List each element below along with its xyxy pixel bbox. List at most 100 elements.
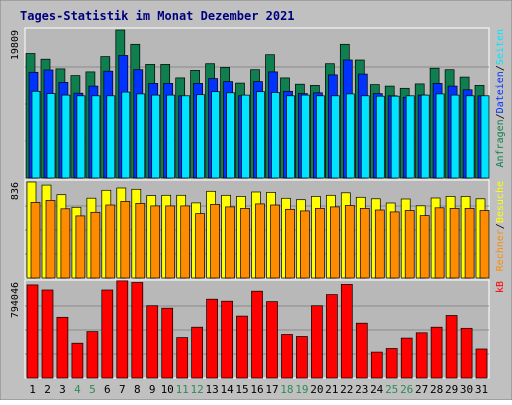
x-label-day-5: 5 xyxy=(89,383,96,396)
bar-seiten-3 xyxy=(61,94,71,179)
x-label-day-29: 29 xyxy=(445,383,458,396)
bar-seiten-10 xyxy=(166,94,176,179)
bar-rechner-23 xyxy=(359,208,370,279)
legend-anfragen: Anfragen xyxy=(495,119,506,167)
bar-kb-29 xyxy=(445,315,458,379)
bar-rechner-14 xyxy=(225,206,235,279)
bar-seiten-25 xyxy=(390,95,400,179)
x-label-day-8: 8 xyxy=(134,383,141,396)
x-label-day-25: 25 xyxy=(385,383,398,396)
bar-rechner-7 xyxy=(120,201,131,279)
bar-kb-8 xyxy=(131,282,144,379)
bar-seiten-31 xyxy=(480,95,490,179)
bar-rechner-30 xyxy=(464,208,475,279)
legend-seiten: Seiten xyxy=(495,29,506,65)
x-label-day-18: 18 xyxy=(280,383,293,396)
x-label-day-22: 22 xyxy=(340,383,353,396)
legend-rechner: Rechner xyxy=(495,229,506,271)
x-label-day-23: 23 xyxy=(355,383,368,396)
legend-separator: / xyxy=(495,113,506,119)
bar-seiten-24 xyxy=(375,95,385,179)
series-kb xyxy=(26,280,488,379)
bar-seiten-20 xyxy=(316,95,325,179)
bar-rechner-3 xyxy=(60,208,71,279)
bar-kb-4 xyxy=(71,342,84,379)
x-label-day-9: 9 xyxy=(149,383,156,396)
x-label-day-13: 13 xyxy=(205,383,218,396)
x-label-day-4: 4 xyxy=(74,383,81,396)
x-label-day-1: 1 xyxy=(29,383,36,396)
bar-seiten-6 xyxy=(106,95,116,179)
bar-kb-11 xyxy=(176,337,189,379)
x-label-day-10: 10 xyxy=(161,383,174,396)
x-label-day-7: 7 xyxy=(119,383,126,396)
bar-seiten-30 xyxy=(465,95,475,179)
legend-kb: kB xyxy=(495,281,506,293)
bar-kb-18 xyxy=(281,334,293,379)
x-label-day-30: 30 xyxy=(460,383,473,396)
bar-seiten-11 xyxy=(181,95,191,179)
bar-rechner-29 xyxy=(449,208,460,279)
x-label-day-6: 6 xyxy=(104,383,111,396)
x-label-day-21: 21 xyxy=(325,383,338,396)
bar-kb-1 xyxy=(26,284,39,379)
bar-rechner-18 xyxy=(285,208,295,279)
bar-seiten-13 xyxy=(211,91,220,179)
bar-rechner-4 xyxy=(75,215,86,279)
bar-kb-2 xyxy=(41,289,54,379)
y-max-label: 836 xyxy=(10,182,21,200)
legend: Anfragen/Dateien/Seiten xyxy=(495,29,506,168)
x-label-day-31: 31 xyxy=(475,383,488,396)
x-label-day-26: 26 xyxy=(400,383,413,396)
bar-kb-23 xyxy=(355,322,368,379)
x-axis-labels: 1 2 3 4 5 6 7 8 9 10 11 12 13 14 15 16 17 18 19 20 21 22 23 24 2… xyxy=(29,383,488,396)
bar-rechner-19 xyxy=(300,210,310,279)
bar-rechner-25 xyxy=(389,211,400,279)
bar-seiten-28 xyxy=(435,93,445,179)
bar-rechner-17 xyxy=(270,204,280,279)
bar-rechner-28 xyxy=(434,207,445,279)
bar-seiten-7 xyxy=(121,91,131,179)
x-label-day-17: 17 xyxy=(265,383,278,396)
panel-2: 836 Rechner/Besuche xyxy=(10,179,506,279)
chart-title: Tages-Statistik im Monat Dezember 2021 xyxy=(20,9,295,23)
bar-rechner-26 xyxy=(404,210,415,279)
x-label-day-28: 28 xyxy=(430,383,443,396)
panel-3: 794046 kB xyxy=(10,279,506,379)
bar-seiten-5 xyxy=(91,95,101,179)
bar-kb-14 xyxy=(221,300,233,379)
bar-kb-6 xyxy=(101,289,114,379)
bar-kb-13 xyxy=(206,298,218,379)
bar-rechner-8 xyxy=(135,203,146,279)
bar-rechner-2 xyxy=(45,200,56,279)
bar-seiten-23 xyxy=(360,95,370,179)
bar-seiten-9 xyxy=(151,94,161,179)
x-label-day-27: 27 xyxy=(415,383,428,396)
bar-seiten-18 xyxy=(286,95,295,179)
bar-seiten-19 xyxy=(301,94,310,179)
bar-seiten-1 xyxy=(31,90,41,179)
bar-seiten-29 xyxy=(450,94,460,179)
x-label-day-24: 24 xyxy=(370,383,384,396)
x-label-day-2: 2 xyxy=(44,383,51,396)
legend-besuche: Besuche xyxy=(495,181,506,223)
bar-rechner-10 xyxy=(165,205,176,279)
bar-kb-24 xyxy=(370,351,383,379)
bar-rechner-21 xyxy=(330,206,340,279)
bar-rechner-5 xyxy=(90,211,101,279)
y-max-label: 19809 xyxy=(10,30,21,60)
x-label-day-11: 11 xyxy=(176,383,189,396)
bar-seiten-14 xyxy=(226,92,235,179)
bar-kb-31 xyxy=(475,348,488,379)
bar-kb-5 xyxy=(86,331,99,379)
bar-rechner-9 xyxy=(150,205,161,279)
bar-seiten-15 xyxy=(241,94,250,179)
bar-kb-19 xyxy=(296,336,308,379)
bar-rechner-22 xyxy=(344,205,355,279)
bar-kb-7 xyxy=(116,280,129,379)
bar-rechner-6 xyxy=(105,204,116,279)
bar-seiten-26 xyxy=(405,95,415,179)
bar-kb-12 xyxy=(191,326,203,379)
